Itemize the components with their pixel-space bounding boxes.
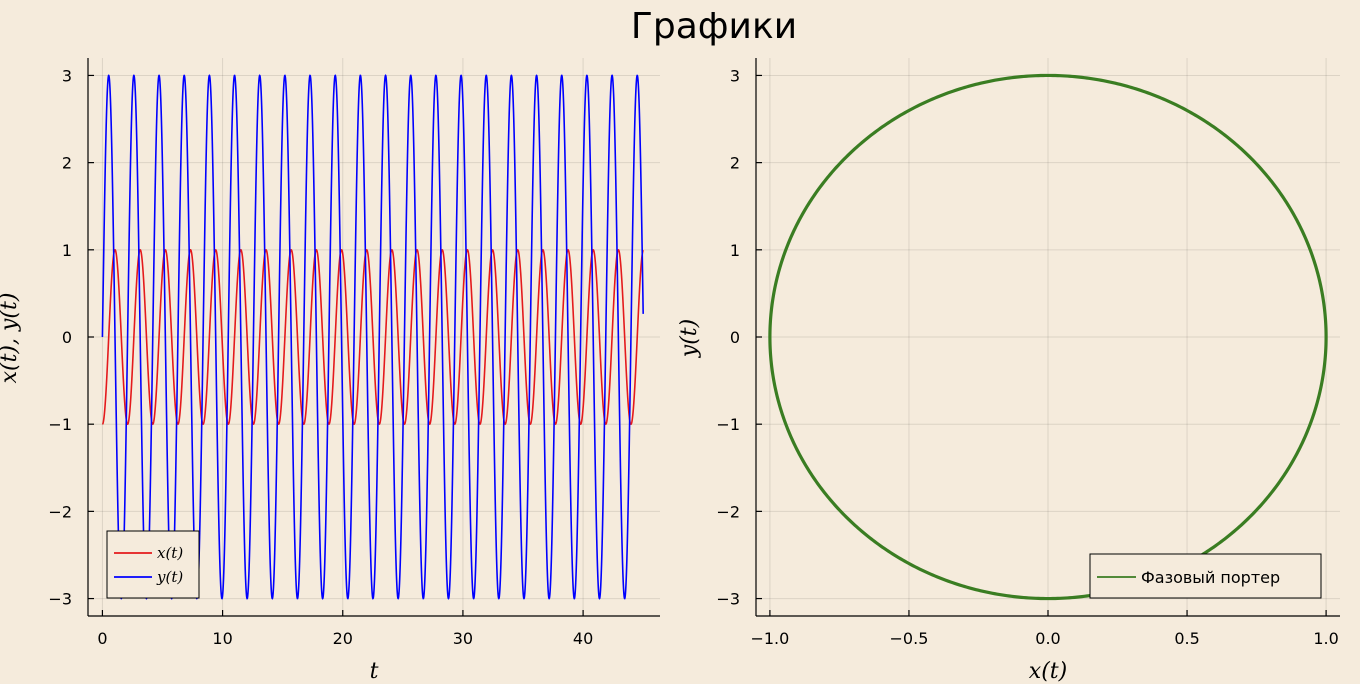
- x-tick-label: 0: [97, 629, 107, 648]
- y-tick-label: 2: [62, 154, 72, 173]
- x-tick-label: −1.0: [750, 629, 789, 648]
- phase-portrait-line: [768, 73, 1328, 601]
- y-tick-label: −3: [716, 590, 740, 609]
- y-tick-label: −2: [716, 502, 740, 521]
- series-y-line: [101, 74, 644, 600]
- x-axis-label: t: [370, 659, 379, 684]
- x-tick-label: 0.5: [1174, 629, 1199, 648]
- y-tick-label: −2: [48, 502, 72, 521]
- y-tick-label: −3: [48, 590, 72, 609]
- y-tick-label: 3: [62, 66, 72, 85]
- x-tick-label: 40: [573, 629, 593, 648]
- legend-label: x(t): [157, 544, 183, 562]
- legend-label: y(t): [156, 568, 183, 586]
- legend: x(t) y(t): [106, 530, 200, 599]
- y-axis-label: y(t): [677, 319, 702, 358]
- x-tick-label: 0.0: [1035, 629, 1060, 648]
- x-tick-label: 1.0: [1313, 629, 1338, 648]
- y-tick-label: 0: [730, 328, 740, 347]
- y-tick-label: −1: [716, 415, 740, 434]
- legend-label: Фазовый портер: [1141, 568, 1280, 587]
- y-axis-label: x(t), y(t): [0, 293, 22, 384]
- y-tick-label: −1: [48, 415, 72, 434]
- x-tick-label: 10: [212, 629, 232, 648]
- y-tick-label: 1: [730, 241, 740, 260]
- legend-box: [1089, 553, 1322, 599]
- time-series-plot: 0 10 20 30 40 −3 −2 −1 0 1 2 3 t x(t), y(t) x(t) y(t): [0, 58, 660, 684]
- y-tick-label: 2: [730, 154, 740, 173]
- x-tick-label: 20: [333, 629, 353, 648]
- series-x-line: [101, 248, 644, 426]
- figure-title: Графики: [631, 6, 797, 47]
- legend: Фазовый портер: [1089, 553, 1322, 599]
- x-axis-label: x(t): [1029, 659, 1067, 684]
- legend-box: [106, 530, 200, 599]
- y-tick-label: 0: [62, 328, 72, 347]
- y-tick-label: 3: [730, 66, 740, 85]
- phase-portrait-plot: −1.0 −0.5 0.0 0.5 1.0 −3 −2 −1 0 1 2 3 x(t) y(t) Фазов…: [677, 58, 1340, 684]
- x-tick-label: −0.5: [890, 629, 929, 648]
- x-tick-label: 30: [453, 629, 473, 648]
- y-tick-label: 1: [62, 241, 72, 260]
